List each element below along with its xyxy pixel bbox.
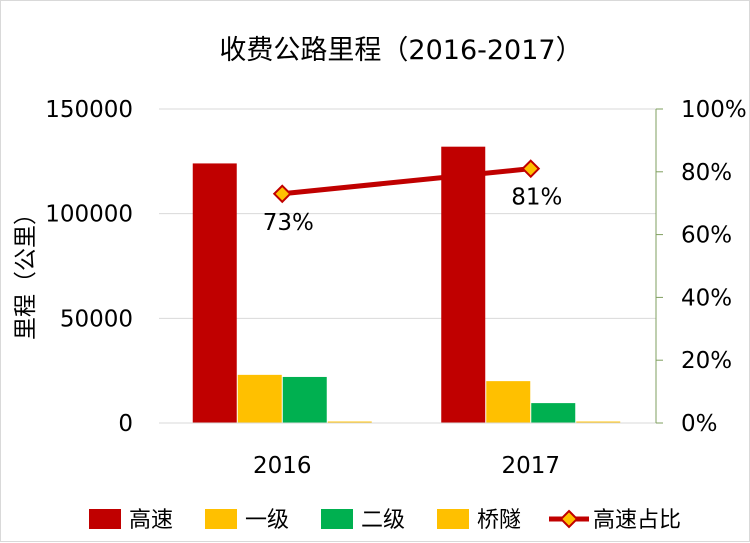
legend-label: 高速 [129,508,173,533]
bar-二级-2017 [531,403,576,423]
data-label: 73% [263,210,314,236]
y-tick-label: 150000 [45,97,133,123]
bar-桥隧-2016 [327,421,372,423]
bar-一级-2016 [237,374,282,423]
legend: 高速 一级 二级 桥隧 高速占比 [89,508,681,533]
y-tick-label: 100000 [45,202,133,228]
legend-marker [559,509,579,529]
right-axis-ticks: 0% 20% 40% 60% 80% 100% [681,97,747,437]
y2-tick-label: 20% [681,348,732,374]
bars [192,146,621,423]
legend-swatch-高速 [89,509,121,529]
line-高速占比 [281,166,532,197]
chart-title: 收费公路里程（2016-2017） [219,35,582,66]
legend-swatch-一级 [205,509,237,529]
y-tick-label: 50000 [60,306,133,332]
bar-二级-2016 [282,376,327,423]
legend-swatch-二级 [321,509,353,529]
bar-桥隧-2017 [576,421,621,423]
axes [159,108,663,424]
legend-swatch-桥隧 [437,509,469,529]
bar-高速-2017 [441,146,486,423]
category-labels: 2016 2017 [253,453,560,479]
bar-一级-2017 [486,381,531,423]
y2-tick-label: 60% [681,223,732,249]
line-series: 73% 81% [263,159,562,236]
y2-tick-label: 100% [681,97,747,123]
line-marker [521,159,541,179]
x-category-label: 2016 [253,453,312,479]
line-marker [272,184,292,204]
legend-label: 二级 [361,508,405,533]
y2-tick-label: 40% [681,285,732,311]
bar-高速-2016 [192,163,237,423]
data-label: 81% [511,185,562,211]
y-tick-label: 0 [118,411,133,437]
x-category-label: 2017 [501,453,560,479]
legend-label: 一级 [245,508,289,533]
y2-tick-label: 80% [681,160,732,186]
left-axis-ticks: 0 50000 100000 150000 [45,97,133,437]
legend-label: 高速占比 [593,508,681,533]
gridlines [159,108,656,319]
legend-label: 桥隧 [477,508,521,533]
y-axis-label: 里程（公里） [13,202,39,340]
y2-tick-label: 0% [681,411,718,437]
